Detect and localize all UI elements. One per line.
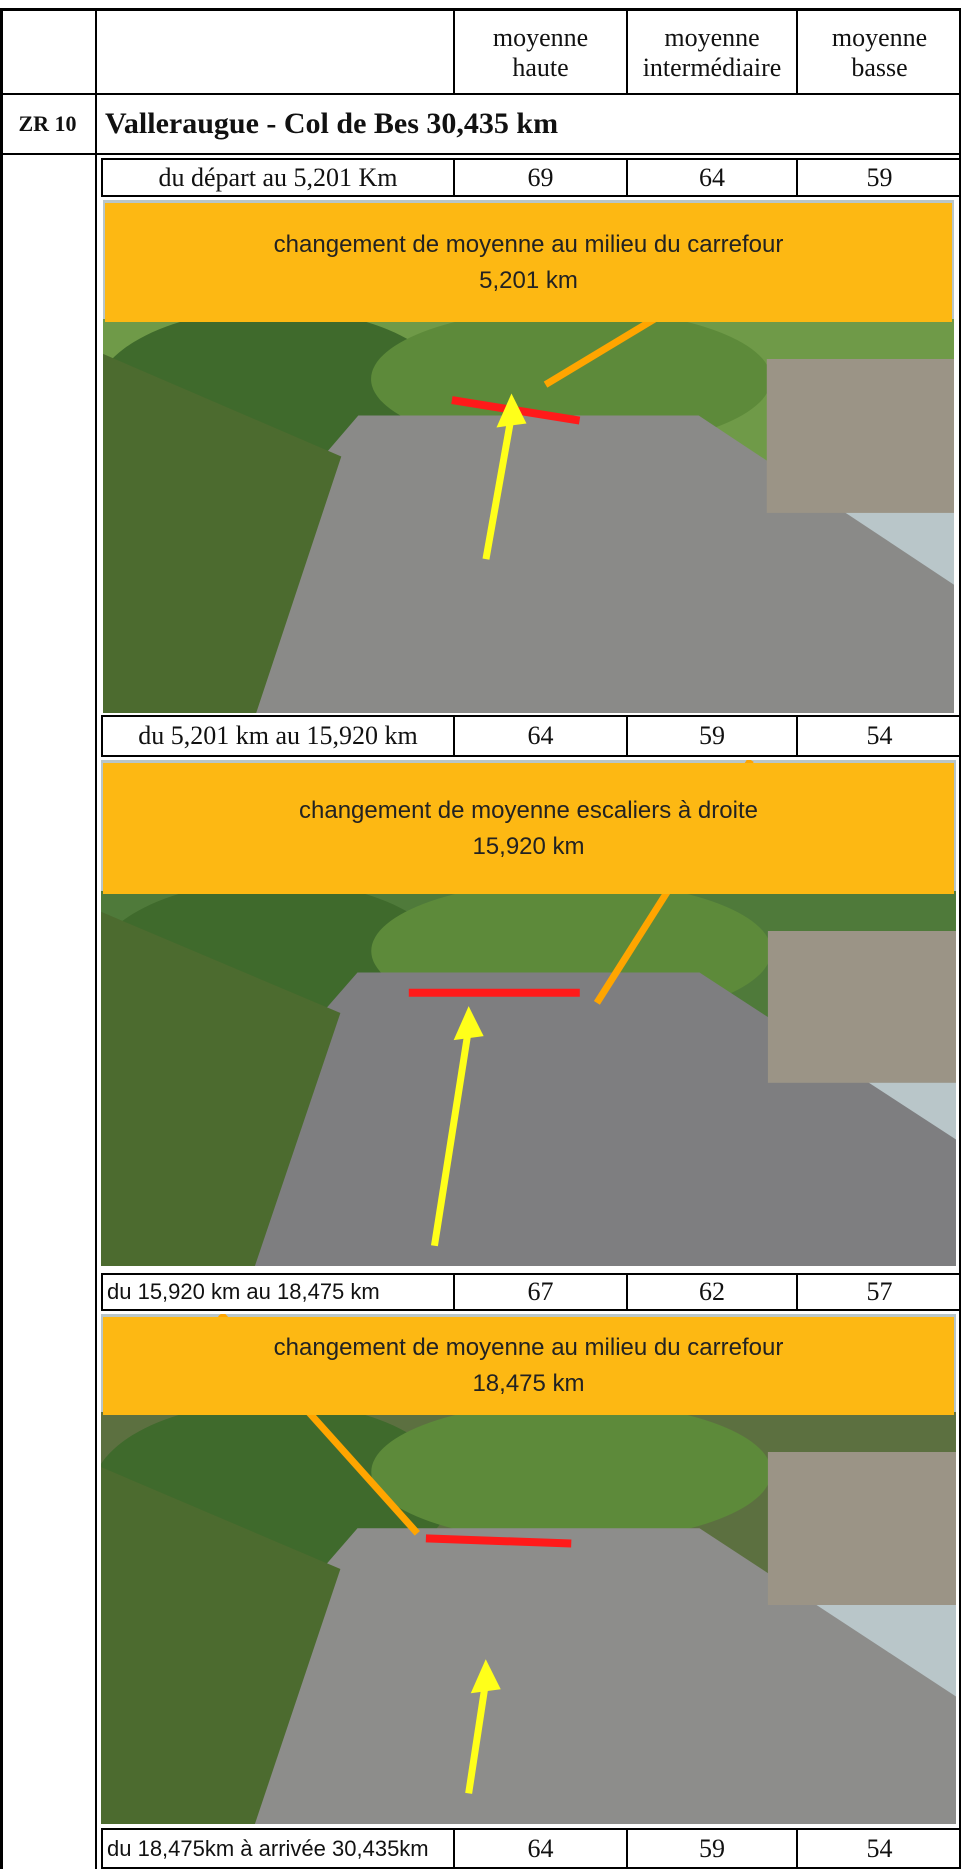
header-text: haute [512, 53, 569, 82]
header-text: moyenne [664, 23, 760, 52]
scene-shape [496, 393, 527, 428]
scene-shape [767, 931, 956, 1083]
header-text: basse [851, 53, 908, 82]
scene-shape [101, 911, 341, 1266]
row-value: 67 [453, 1273, 628, 1311]
rule [0, 93, 961, 95]
scene-shape [425, 1534, 572, 1548]
scene-shape [482, 414, 515, 560]
scene-shape [430, 1027, 473, 1247]
scene-shape [766, 359, 954, 513]
rule [626, 8, 628, 93]
row-value: 64 [453, 715, 628, 757]
scene-shape [103, 353, 342, 713]
photo-scene [101, 1314, 956, 1824]
rule [796, 8, 798, 93]
scene-shape [371, 309, 772, 449]
row-value: 57 [796, 1273, 961, 1311]
header-text: moyenne [492, 23, 589, 52]
callout: changement de moyenne au milieu du carre… [105, 203, 952, 322]
row-label: du 5,201 km au 15,920 km [101, 715, 455, 757]
header-text: intermédiaire [642, 53, 782, 82]
column-header: moyenne haute [455, 14, 626, 92]
row-value: 59 [626, 715, 798, 757]
scene-shape [453, 1006, 484, 1041]
row-value: 64 [626, 158, 798, 197]
scene-shape [767, 1452, 956, 1605]
row-label: du 15,920 km au 18,475 km [101, 1273, 455, 1311]
callout-text: 18,475 km [472, 1370, 585, 1397]
header-text: moyenne [831, 23, 928, 52]
callout-text: changement de moyenne au milieu du carre… [273, 230, 784, 258]
table-frame [0, 8, 961, 1869]
row-value: 59 [626, 1828, 798, 1869]
callout-text: changement de moyenne au milieu du carre… [273, 1334, 784, 1361]
scene-shape [101, 1467, 341, 1824]
scene-shape [465, 1680, 490, 1794]
photo [101, 1314, 956, 1824]
column-header: moyenne basse [798, 14, 961, 92]
scene-shape [470, 1659, 501, 1694]
rule [95, 93, 97, 1869]
rule [0, 153, 961, 155]
rule [453, 8, 455, 93]
rule [95, 8, 97, 93]
callout-text: changement de moyenne escaliers à droite [299, 796, 758, 824]
row-value: 54 [796, 715, 961, 757]
callout-text: 5,201 km [479, 266, 578, 294]
row-value: 59 [796, 158, 961, 197]
callout: changement de moyenne escaliers à droite… [103, 763, 954, 894]
column-header: moyenne intermédiaire [628, 14, 796, 92]
row-label: du 18,475km à arrivée 30,435km [101, 1828, 455, 1869]
section-code: ZR 10 [18, 111, 77, 136]
callout: changement de moyenne au milieu du carre… [103, 1317, 954, 1415]
callout-text: 15,920 km [472, 832, 585, 860]
row-value: 54 [796, 1828, 961, 1869]
row-value: 62 [626, 1273, 798, 1311]
row-value: 69 [453, 158, 628, 197]
row-value: 64 [453, 1828, 628, 1869]
section-title: Valleraugue - Col de Bes 30,435 km [105, 107, 559, 140]
row-label: du départ au 5,201 Km [101, 158, 455, 197]
scene-shape [371, 1402, 772, 1542]
